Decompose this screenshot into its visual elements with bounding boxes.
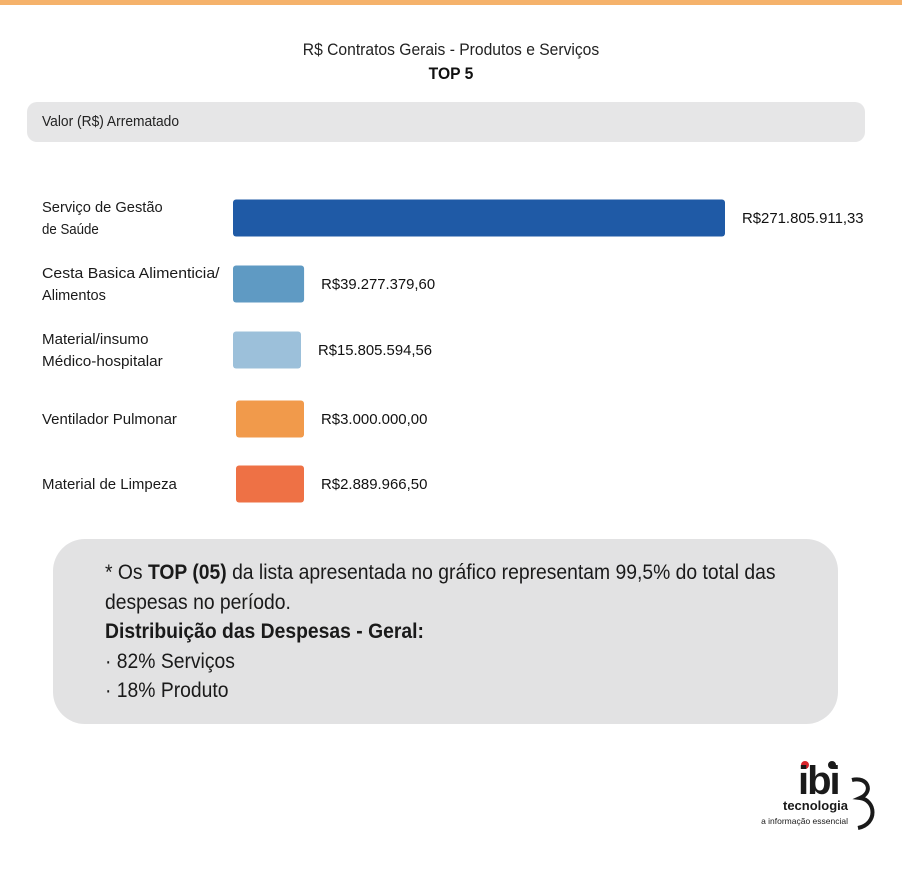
chart-subtitle: TOP 5 [428, 64, 474, 83]
summary-note: * Os TOP (05) da lista apresentada no gr… [53, 539, 838, 724]
category-label-3: Ventilador Pulmonar [42, 411, 177, 428]
category-label-line: Material de Limpeza [42, 476, 178, 493]
note-item-product: · 18% Produto [105, 679, 229, 702]
logo-i-dot-red [801, 761, 809, 769]
value-label-3: R$3.000.000,00 [321, 411, 427, 428]
logo-tagline: a informação essencial [761, 816, 848, 826]
logo-name: tecnologia [783, 798, 849, 813]
note-line-1: * Os TOP (05) da lista apresentada no gr… [105, 561, 776, 584]
logo-swirl-icon [851, 777, 875, 830]
category-label-line: Alimentos [42, 287, 106, 304]
value-label-4: R$2.889.966,50 [321, 476, 427, 493]
bar-2 [233, 331, 301, 369]
category-label-2: Material/insumo Médico-hospitalar [42, 331, 163, 370]
bar-0 [233, 199, 725, 237]
value-label-1: R$39.277.379,60 [321, 276, 435, 293]
category-label-line: Material/insumo [42, 331, 149, 348]
note-line-2: despesas no período. [105, 590, 291, 614]
value-label-0: R$271.805.911,33 [742, 210, 864, 227]
category-label-0: Serviço de Gestão de Saúde [42, 199, 163, 238]
chart-title: R$ Contratos Gerais - Produtos e Serviço… [302, 40, 600, 59]
company-logo: ibi tecnologia a informação essencial [761, 759, 875, 830]
logo-i-dot-black [828, 761, 836, 769]
section-header: Valor (R$) Arrematado [27, 102, 865, 142]
top-accent-rule [0, 0, 902, 5]
category-label-line: Médico-hospitalar [42, 353, 163, 370]
category-label-line: Cesta Basica Alimenticia/ [42, 265, 220, 282]
category-label-line: Serviço de Gestão [42, 199, 163, 216]
section-header-label: Valor (R$) Arrematado [42, 113, 180, 130]
summary-note-text: * Os TOP (05) da lista apresentada no gr… [105, 558, 825, 706]
note-heading: Distribuição das Despesas - Geral: [105, 620, 424, 643]
value-label-2: R$15.805.594,56 [318, 342, 432, 359]
bar-chart: R$271.805.911,33 Serviço de Gestão de Saúd… [42, 199, 864, 503]
bar-1 [233, 265, 305, 303]
category-label-1: Cesta Basica Alimenticia/Alimentos [42, 265, 220, 304]
bar-3 [236, 400, 304, 438]
note-item-services: · 82% Serviços [105, 649, 235, 673]
category-label-line: Ventilador Pulmonar [42, 411, 177, 428]
category-label-line: de Saúde [42, 221, 99, 238]
category-label-4: Material de Limpeza [42, 476, 178, 493]
logo-brand: ibi [798, 759, 839, 803]
bar-4 [236, 465, 304, 503]
